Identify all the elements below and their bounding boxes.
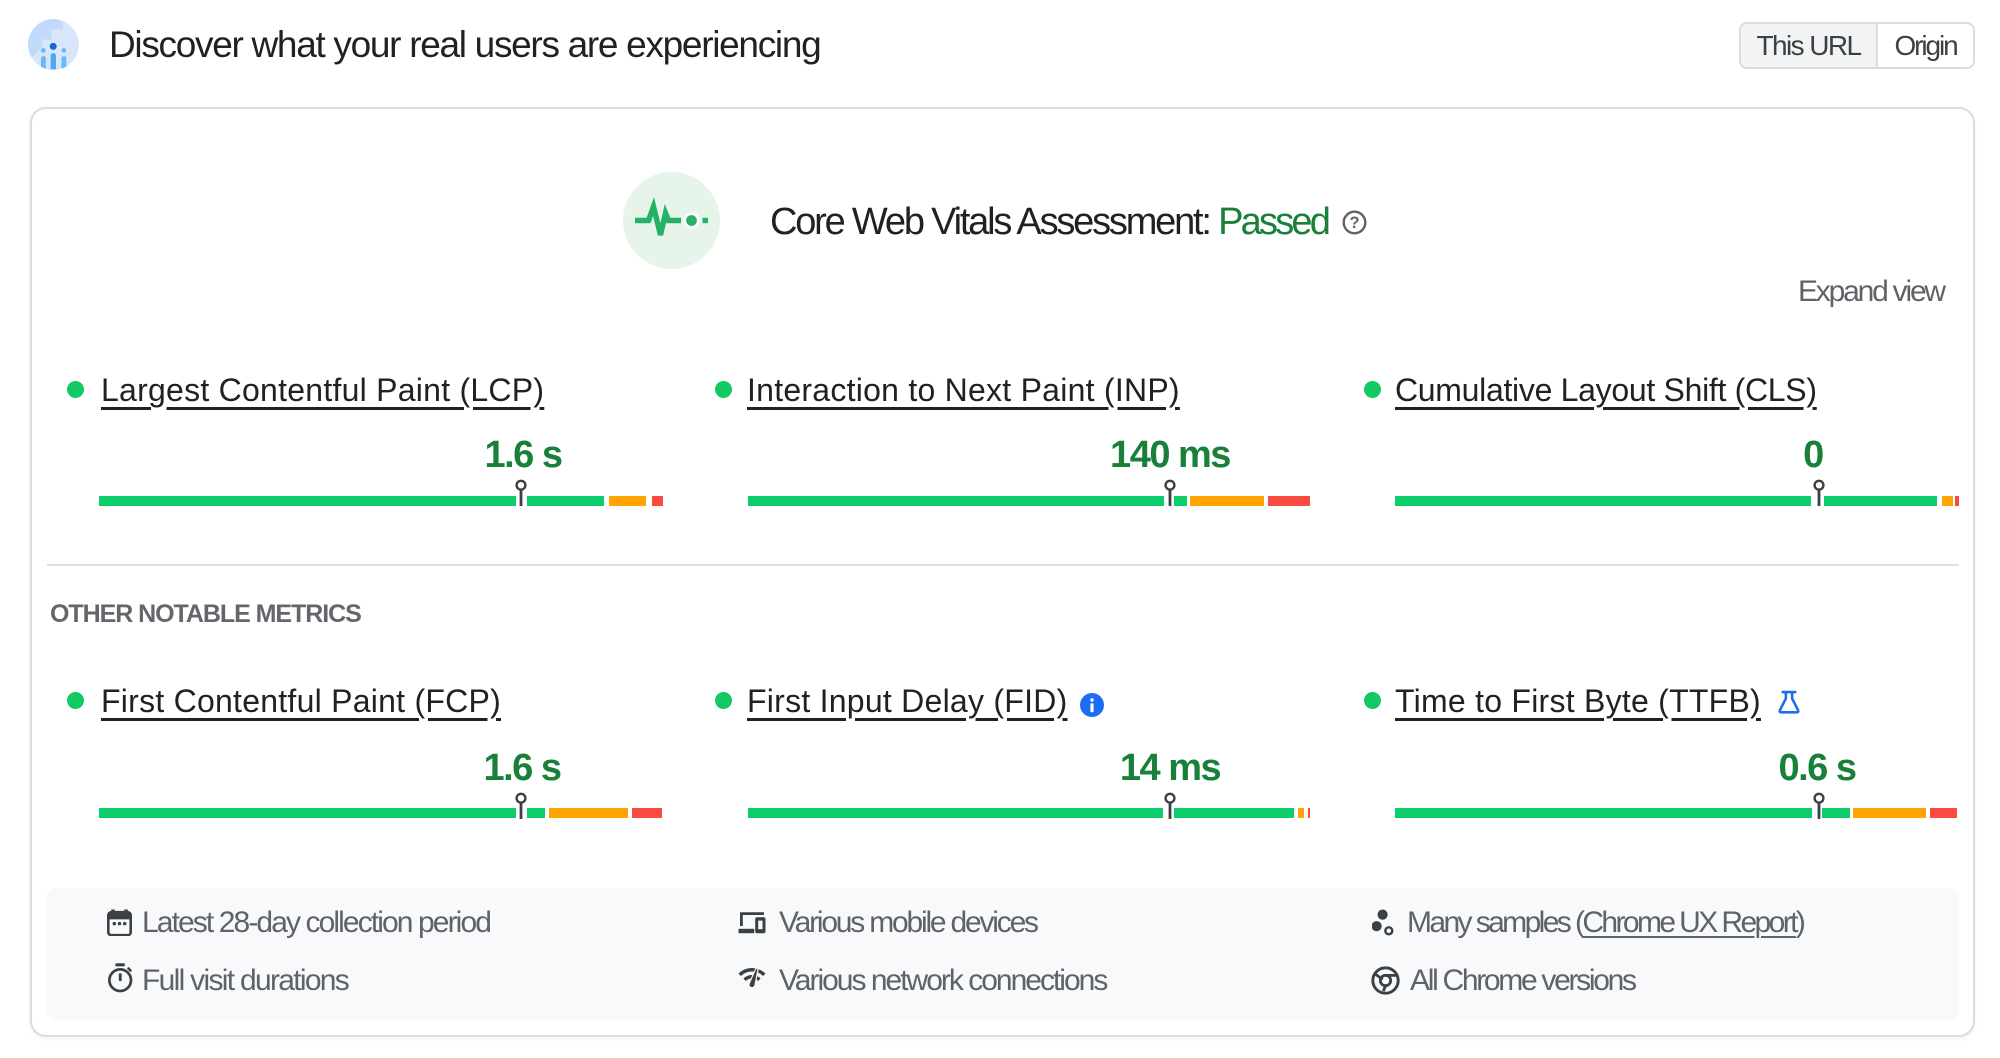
svg-text:?: ?: [1349, 214, 1359, 232]
